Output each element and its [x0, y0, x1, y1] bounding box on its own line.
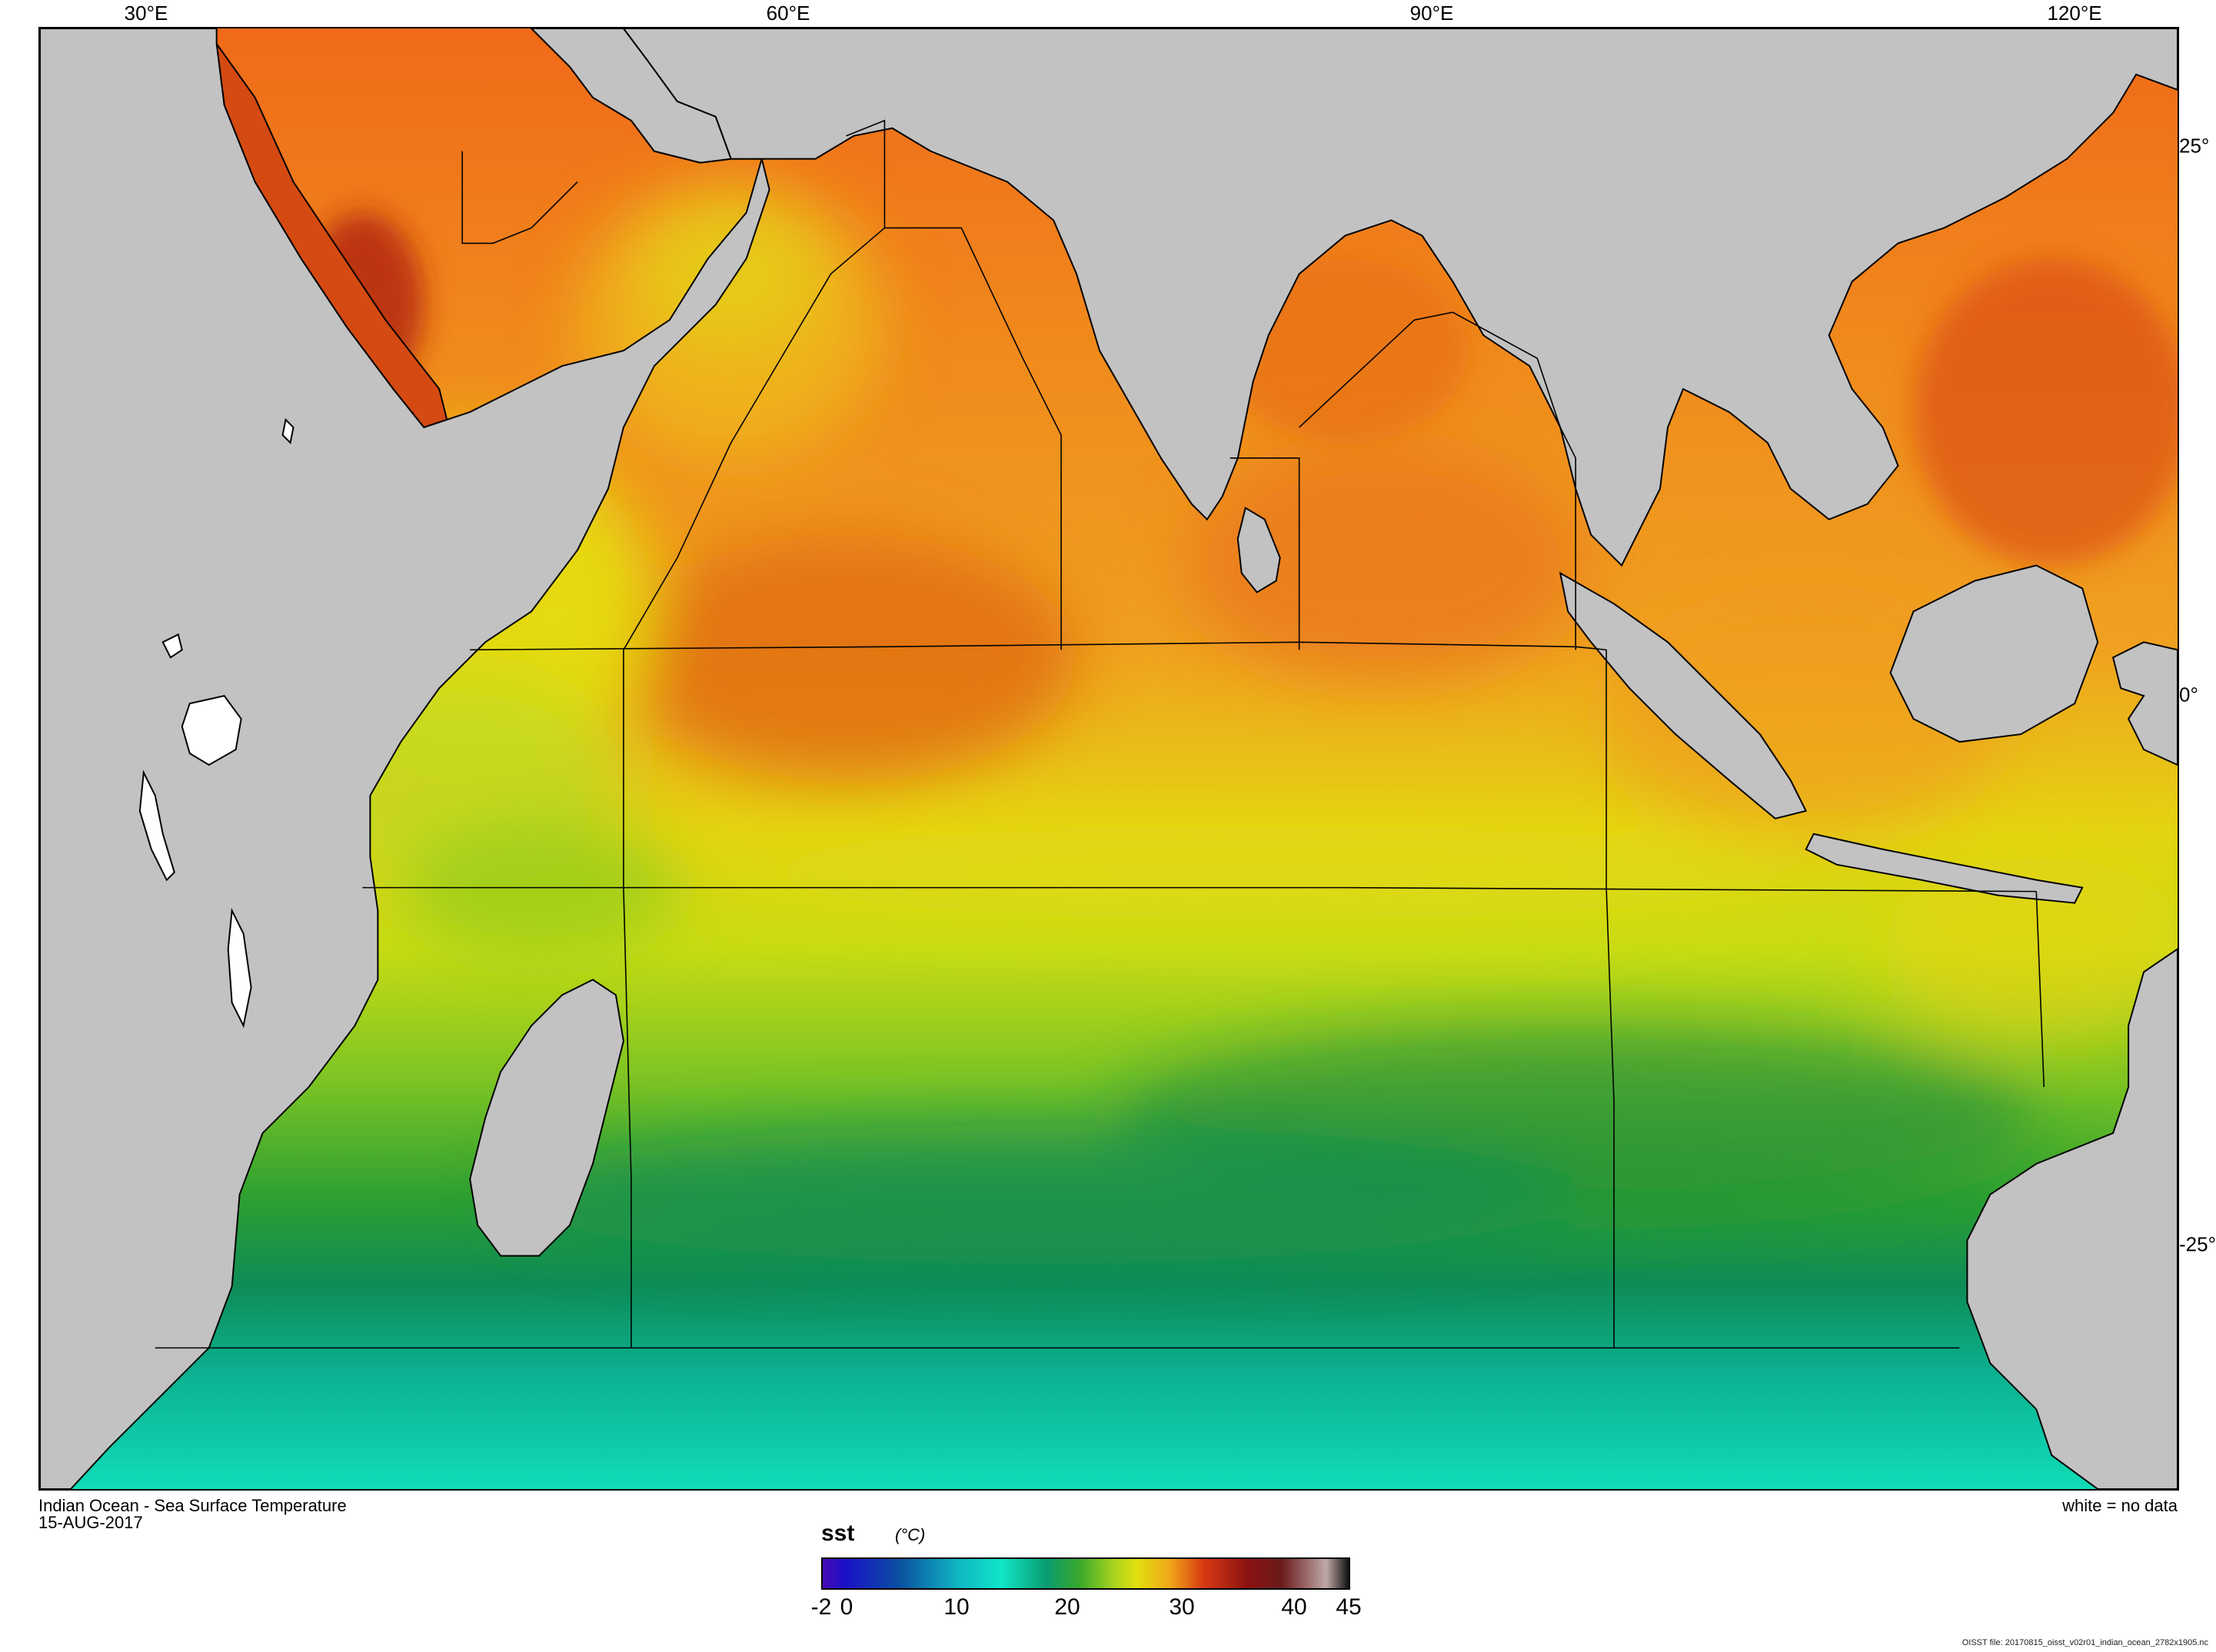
region-box-equator	[470, 641, 1607, 651]
region-arabian-sea	[461, 151, 578, 244]
land-africa-arabia	[40, 28, 885, 1489]
colorbar-unit: (°C)	[895, 1525, 926, 1544]
colorbar-tick-0: 0	[840, 1594, 853, 1620]
lon-label-120e: 120°E	[2047, 2, 2102, 25]
lat-label-0: 0°	[2179, 683, 2198, 706]
region-box-central-vertical	[623, 650, 632, 1348]
no-data-note: white = no data	[2062, 1496, 2178, 1515]
map-title: Indian Ocean - Sea Surface Temperature	[38, 1496, 347, 1515]
colorbar-tick-45: 45	[1336, 1594, 1362, 1620]
region-boxes	[155, 119, 2045, 1349]
land	[40, 28, 2178, 1489]
land-australia	[1966, 948, 2178, 1489]
lon-label-30e: 30°E	[124, 2, 168, 25]
sst-map-canvas	[40, 28, 2178, 1489]
sst-map[interactable]	[38, 27, 2179, 1491]
source-note: OISST file: 20170815_oisst_v02r01_indian…	[1961, 1638, 2208, 1647]
lon-label-60e: 60°E	[766, 2, 810, 25]
land-sri-lanka	[1236, 507, 1281, 593]
region-box-bay-of-bengal	[1299, 311, 1576, 650]
region-box-bay-west	[1229, 457, 1300, 650]
map-date: 15-AUG-2017	[38, 1513, 143, 1532]
colorbar-tick-10: 10	[943, 1594, 970, 1620]
region-box-east-vertical	[1605, 650, 1615, 1348]
colorbar	[821, 1557, 1350, 1590]
colorbar-tick-40: 40	[1281, 1594, 1307, 1620]
region-box-arabian-sea-west	[623, 227, 885, 650]
land-madagascar	[469, 979, 624, 1257]
colorbar-tick-20: 20	[1054, 1594, 1080, 1620]
land-asia	[622, 28, 2178, 567]
region-box-far-east	[2035, 891, 2045, 1088]
land-borneo	[1889, 564, 2099, 743]
lat-label-25s: -25°	[2179, 1232, 2216, 1256]
region-box-west-india	[846, 119, 1062, 650]
colorbar-tick-30: 30	[1169, 1594, 1195, 1620]
colorbar-variable: sst	[821, 1521, 855, 1546]
lat-label-25n: 25°	[2179, 134, 2210, 158]
land-java	[1805, 833, 2084, 904]
no-data-lakes	[138, 417, 294, 1029]
colorbar-tick-minus2: -2	[810, 1594, 832, 1620]
land-sulawesi	[2111, 641, 2178, 766]
land-sumatra	[1559, 571, 1808, 819]
lon-label-90e: 90°E	[1409, 2, 1454, 25]
